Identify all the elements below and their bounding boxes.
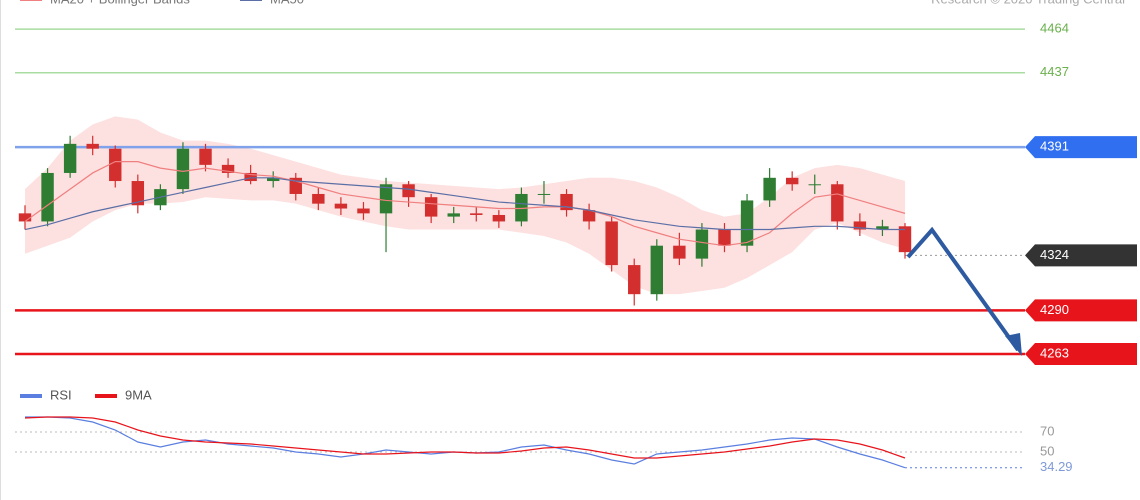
forecast-arrow	[906, 226, 1020, 352]
legend-label: 9MA	[125, 387, 152, 402]
candle-body	[199, 148, 212, 165]
credit: Research © 2020 Trading Central	[931, 0, 1125, 6]
candle-body	[447, 213, 460, 217]
candle-body	[492, 214, 506, 222]
candle-body	[379, 184, 393, 214]
candle-body	[808, 184, 821, 186]
candle-body	[86, 143, 99, 149]
candle-body	[176, 148, 190, 190]
candle-body	[312, 193, 325, 204]
legend-label: RSI	[50, 387, 72, 402]
candle-body	[357, 208, 370, 214]
legend-label: MA50	[270, 0, 304, 6]
candle-body	[605, 221, 618, 266]
candle-body	[831, 184, 844, 222]
candle-body	[628, 265, 641, 295]
candle-body	[740, 200, 754, 246]
candle-body	[537, 193, 551, 195]
level-tag	[1025, 244, 1137, 267]
candle-body	[18, 213, 32, 222]
candle-body	[41, 172, 54, 222]
candle-body	[515, 193, 528, 222]
candle-body	[470, 213, 483, 215]
y-tick-label: 50	[1040, 443, 1054, 458]
y-tick-label: 70	[1040, 423, 1054, 438]
level-label: 4324	[1040, 247, 1069, 262]
level-tag	[1025, 299, 1137, 322]
candle-body	[402, 184, 415, 198]
rsi-panel: 70 50 RSI 9MA 34.29	[15, 387, 1073, 474]
candle-body	[718, 229, 731, 246]
candle-body	[221, 164, 235, 173]
candle-body	[424, 197, 438, 217]
level-tag	[1025, 136, 1137, 159]
legend-label: MA20 + Bollinger Bands	[50, 0, 190, 6]
candle-body	[695, 229, 709, 259]
candle-body	[785, 177, 799, 185]
candle-body	[853, 221, 867, 230]
candle-body	[582, 210, 596, 222]
price-panel: MA20 + Bollinger Bands MA50 Research © 202…	[15, 0, 1137, 365]
candle-body	[673, 245, 686, 259]
candle-body	[876, 226, 889, 230]
level-label: 4464	[1040, 21, 1069, 36]
moving-average	[24, 177, 905, 231]
candle-body	[109, 148, 122, 182]
level-label: 4263	[1040, 345, 1069, 360]
level-label: 4391	[1040, 139, 1069, 154]
candle-body	[334, 203, 348, 209]
level-label: 4290	[1040, 302, 1069, 317]
candle-body	[131, 181, 145, 206]
candle-body	[244, 172, 257, 182]
candle-body	[763, 177, 776, 201]
candle-body	[650, 245, 663, 295]
candle-body	[898, 226, 912, 253]
forecast-arrow-head	[1005, 333, 1022, 356]
level-label: 4437	[1040, 64, 1069, 79]
candle-body	[267, 177, 280, 182]
candle-body	[63, 143, 77, 173]
moving-average	[24, 161, 906, 247]
indicator-line	[24, 416, 906, 459]
level-tag	[1025, 342, 1137, 365]
current-label: 34.29	[1040, 459, 1073, 474]
